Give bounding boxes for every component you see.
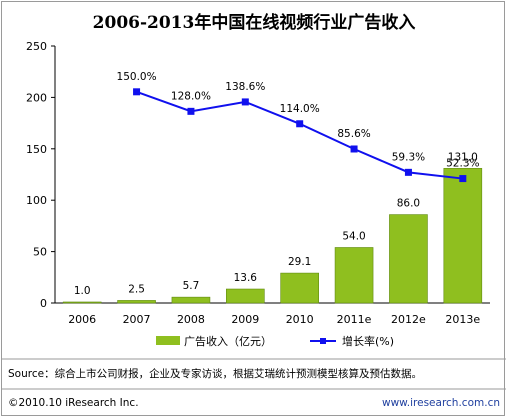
y-tick-label: 150 [26, 143, 47, 156]
bar [226, 288, 265, 304]
legend-line-label: 增长率(%) [342, 334, 394, 348]
growth-marker [459, 175, 467, 183]
x-tick-label: 2011e [337, 313, 372, 326]
bar [334, 247, 374, 304]
bar [389, 214, 428, 304]
growth-value-label: 59.3% [392, 151, 425, 163]
growth-labels: 150.0% 128.0% 138.6% 114.0% 85.6% 59.3% 52.3% [117, 71, 480, 170]
bar-value-label: 54.0 [342, 230, 365, 242]
bar-value-label: 13.6 [234, 272, 258, 284]
y-tick-label: 50 [33, 246, 47, 259]
y-tick-label: 100 [26, 194, 47, 207]
bar [117, 300, 156, 304]
bar-value-label: 5.7 [183, 280, 200, 292]
legend-bar-swatch [156, 336, 180, 345]
website-link[interactable]: www.iresearch.com.cn [382, 397, 500, 409]
growth-marker [133, 88, 141, 96]
bar [171, 296, 211, 304]
growth-value-label: 138.6% [225, 81, 265, 93]
x-tick-label: 2006 [68, 313, 96, 326]
growth-line [133, 88, 467, 183]
y-tick-label: 200 [26, 91, 47, 104]
bar-value-label: 86.0 [397, 198, 420, 210]
growth-marker [187, 107, 195, 115]
legend-line-marker [320, 338, 326, 344]
x-tick-label: 2012e [391, 313, 426, 326]
growth-marker [350, 145, 358, 153]
x-tick-label: 2008 [177, 313, 205, 326]
legend: 广告收入（亿元） 增长率(%) [156, 334, 394, 348]
copyright-text: ©2010.10 iResearch Inc. [8, 397, 139, 409]
growth-value-label: 150.0% [117, 71, 157, 83]
growth-value-label: 85.6% [337, 128, 370, 140]
bar [443, 168, 483, 304]
bar-value-label: 2.5 [128, 283, 145, 295]
y-ticks: 0 50 100 150 200 250 [26, 40, 55, 310]
source-text: Source：综合上市公司财报，企业及专家访谈，根据艾瑞统计预测模型核算及预估数… [8, 367, 422, 380]
growth-marker [404, 168, 412, 176]
bars [62, 168, 483, 304]
legend-bar-label: 广告收入（亿元） [184, 334, 272, 348]
x-tick-label: 2009 [231, 313, 259, 326]
x-tick-label: 2013e [445, 313, 480, 326]
chart-title: 2006-2013年中国在线视频行业广告收入 [93, 12, 416, 33]
bar-value-label: 29.1 [288, 256, 311, 268]
growth-value-label: 52.3% [446, 158, 479, 170]
x-tick-label: 2010 [286, 313, 314, 326]
bar [280, 272, 319, 304]
growth-value-label: 114.0% [280, 103, 320, 115]
growth-marker [296, 120, 304, 128]
y-tick-label: 250 [26, 40, 47, 53]
growth-value-label: 128.0% [171, 90, 211, 102]
bar [62, 301, 102, 304]
growth-marker [241, 98, 249, 106]
bar-value-label: 131.0 [448, 151, 478, 163]
bar-value-label: 1.0 [74, 285, 91, 297]
y-tick-label: 0 [40, 297, 47, 310]
bar-labels: 1.0 2.5 5.7 13.6 29.1 54.0 86.0 131.0 [74, 151, 478, 297]
x-ticks: 2006 2007 2008 2009 2010 2011e 2012e 2013e [68, 313, 480, 326]
x-tick-label: 2007 [123, 313, 151, 326]
